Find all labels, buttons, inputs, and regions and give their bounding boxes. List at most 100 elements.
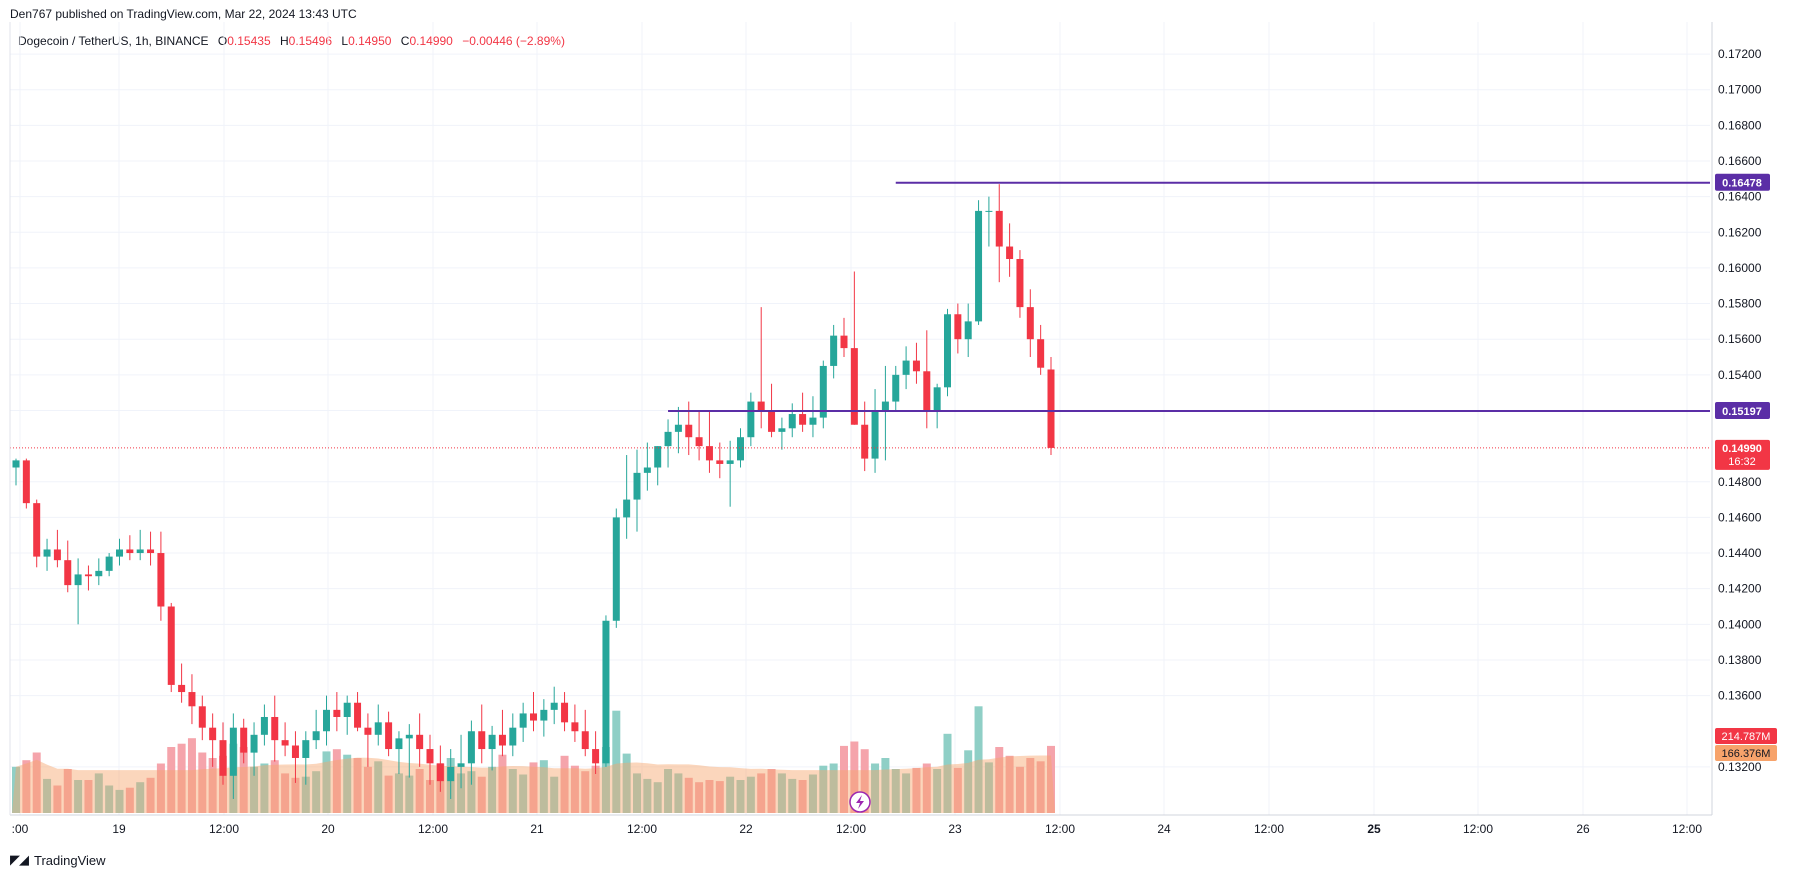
candle-body (53, 549, 61, 561)
candle-body (861, 424, 869, 459)
ohlc-legend: Dogecoin / TetherUS, 1h, BINANCE O0.1543… (18, 34, 571, 48)
volume-bar (767, 769, 776, 813)
candle-body (892, 374, 900, 402)
x-tick-label: 12:00 (1463, 822, 1493, 836)
candle-body (581, 731, 589, 750)
volume-bar (871, 763, 880, 813)
candle-body (1037, 339, 1045, 368)
candle-body (498, 734, 506, 746)
candle-body (416, 734, 424, 750)
volume-bar (798, 780, 807, 813)
volume-bar (32, 752, 41, 813)
candle-body (167, 606, 175, 685)
volume-bar (674, 773, 683, 813)
volume-bar (695, 782, 704, 813)
candle-body (354, 702, 362, 728)
candle-body (333, 709, 341, 717)
candle-body (716, 460, 724, 464)
y-tick-label: 0.14800 (1718, 475, 1762, 489)
x-tick-label: 12:00 (1045, 822, 1075, 836)
candle-body (229, 727, 237, 776)
high-label: H (279, 34, 289, 48)
candle-body (457, 763, 465, 767)
volume-bar (953, 767, 962, 813)
x-tick-label: 12:00 (836, 822, 866, 836)
volume-bar (53, 785, 62, 813)
candle-body (157, 553, 165, 607)
candle-body (147, 549, 155, 554)
candle-body (923, 371, 931, 411)
volume-bar (343, 754, 352, 813)
volume-bar (187, 738, 196, 813)
countdown-label: 16:32 (1728, 456, 1756, 468)
candle-body (467, 731, 475, 764)
volume-bar (260, 763, 269, 813)
volume-bar (622, 753, 631, 813)
candle-body (105, 556, 113, 571)
replay-icon[interactable] (849, 791, 871, 813)
volume-bar (281, 773, 290, 813)
volume-bar (22, 760, 31, 813)
volume-bar (788, 778, 797, 813)
symbol-name[interactable]: Dogecoin / TetherUS, 1h, BINANCE (18, 34, 209, 48)
volume-bar (457, 773, 466, 813)
candle-body (126, 549, 134, 554)
candle-body (209, 727, 217, 741)
horizontal-lines[interactable] (10, 181, 1710, 449)
open-value: 0.15435 (227, 34, 271, 48)
volume-bar (715, 781, 724, 813)
volume-bar (301, 776, 310, 813)
candle-body (799, 414, 807, 425)
volume-bar (270, 760, 279, 813)
volume-bar (829, 763, 838, 813)
candle-body (561, 702, 569, 723)
volume-bar (105, 785, 114, 813)
volume-bar (498, 754, 507, 813)
candle-body (726, 460, 734, 464)
candle-body (74, 574, 82, 586)
volume-bar (633, 773, 641, 813)
y-tick-label: 0.17200 (1718, 47, 1762, 61)
volume-bar (891, 769, 900, 813)
volume-bar (167, 747, 176, 813)
volume-bar (550, 776, 559, 813)
x-tick-label: 12:00 (627, 822, 657, 836)
candle-body (809, 417, 817, 425)
candle-body (1026, 307, 1034, 340)
volume-bar (746, 776, 755, 813)
candle-body (933, 387, 941, 411)
candle-body (995, 210, 1003, 247)
volume-bar (250, 766, 259, 813)
volume-bar (529, 762, 538, 813)
volume-bar (467, 771, 476, 813)
volume-bar (488, 766, 497, 813)
candle-body (768, 410, 776, 432)
candle-body (426, 749, 434, 764)
volume-bar (43, 778, 52, 813)
volume-bar (912, 767, 921, 813)
volume-bar (312, 771, 321, 813)
x-tick-label: 22 (739, 822, 753, 836)
candle-body (12, 460, 20, 468)
candle-body (850, 348, 858, 425)
x-tick-label: 23 (948, 822, 962, 836)
volume-bar (860, 749, 869, 813)
footer: ◤◢ TradingView (10, 852, 106, 868)
volume-bar (415, 769, 424, 813)
volume-bar (508, 769, 517, 813)
candle-body (881, 401, 889, 411)
candle-body (912, 360, 920, 372)
volume-ma-tag (1715, 745, 1777, 761)
y-tick-label: 0.16800 (1718, 118, 1762, 132)
candle-body (219, 740, 227, 776)
volume-bar (964, 750, 973, 813)
x-tick-label: 12:00 (209, 822, 239, 836)
candle-body (840, 335, 848, 349)
volume-bar (374, 761, 383, 813)
volume-bar (684, 777, 693, 813)
volume-bar (136, 782, 145, 813)
candle-body (1006, 246, 1014, 260)
x-tick-label: 12:00 (1254, 822, 1284, 836)
volume-bar (881, 758, 890, 813)
